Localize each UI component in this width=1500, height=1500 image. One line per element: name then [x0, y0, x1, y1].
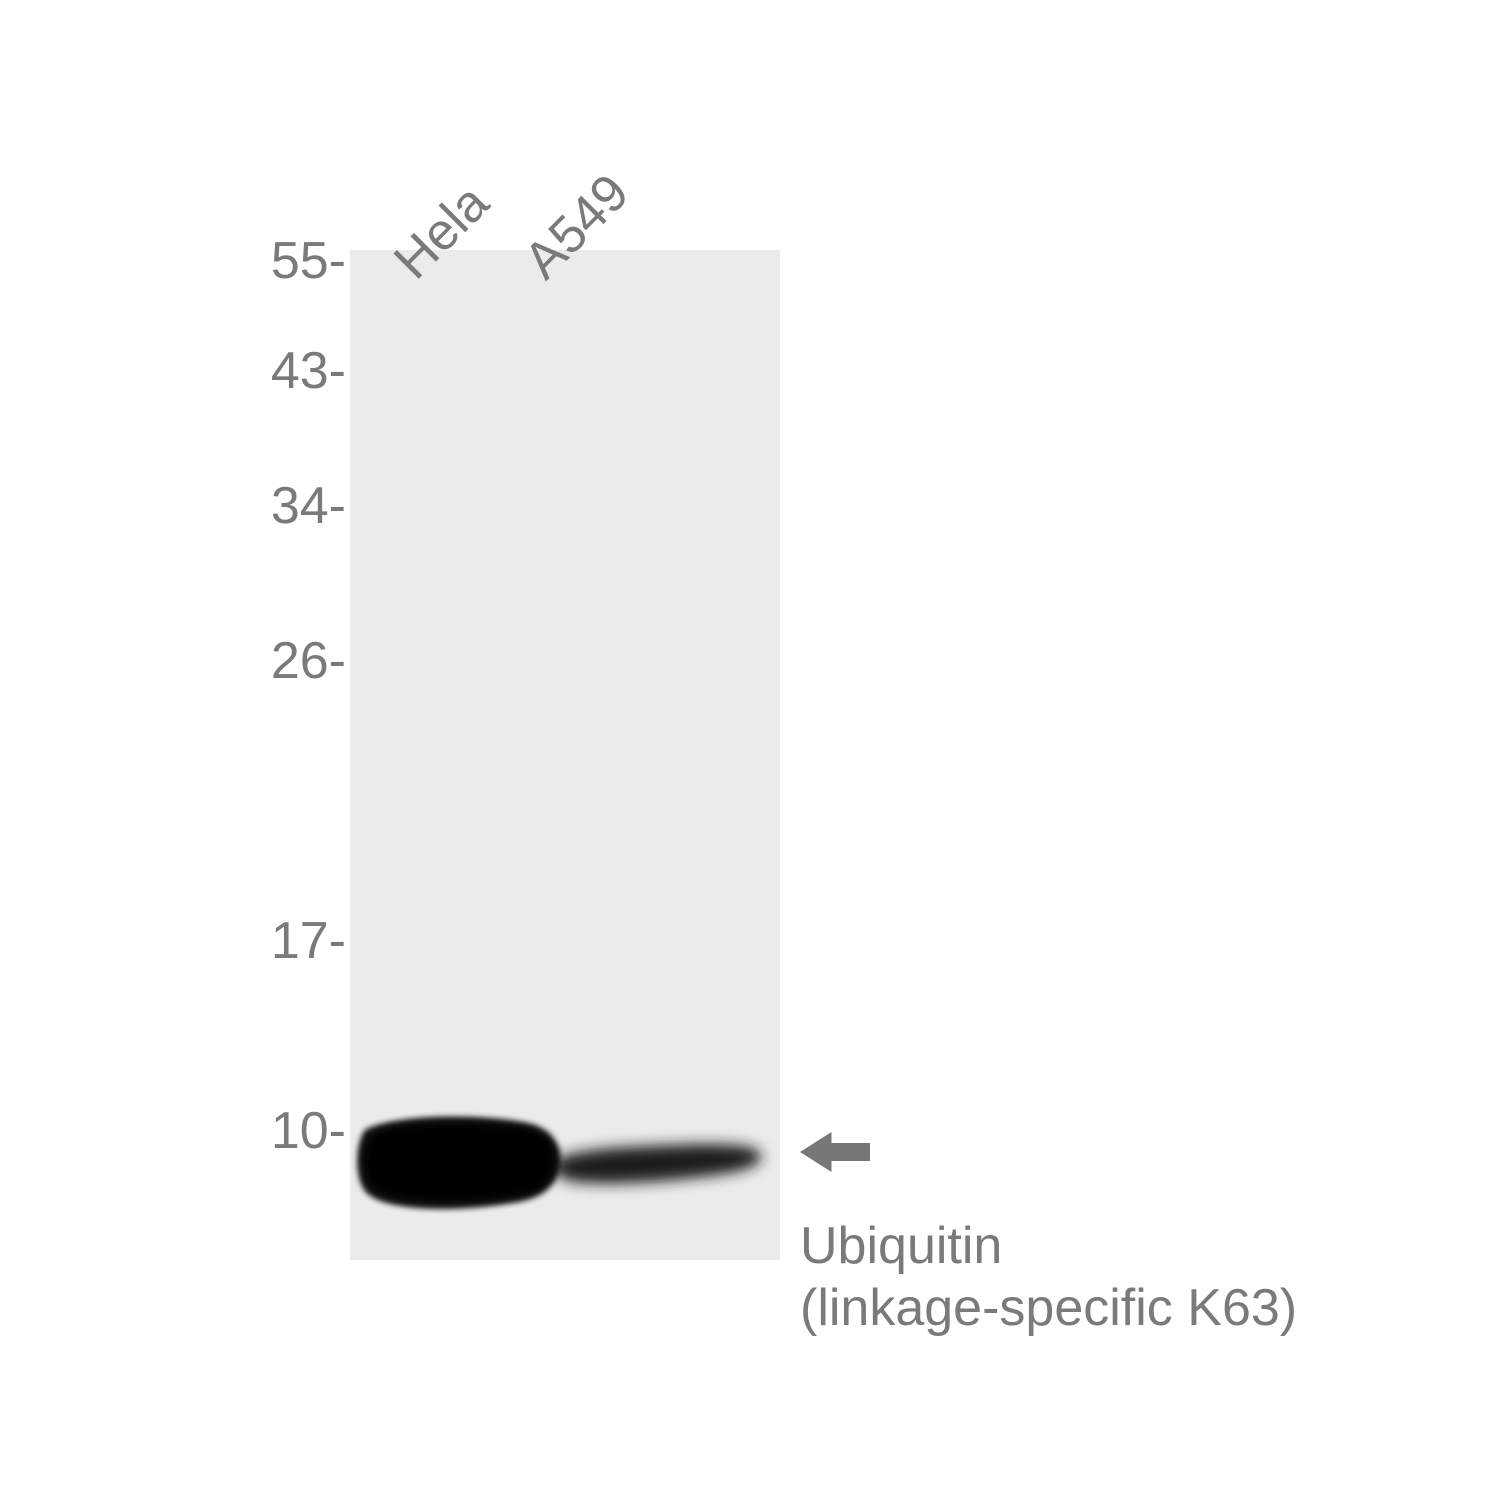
mw-marker: 34-	[271, 476, 346, 536]
target-line1: Ubiquitin	[800, 1217, 1002, 1275]
target-arrow-icon	[800, 1132, 870, 1172]
target-line2: (linkage-specific K63)	[800, 1279, 1297, 1337]
protein-bands	[355, 1115, 775, 1235]
blot-membrane	[350, 250, 780, 1260]
mw-marker: 10-	[271, 1101, 346, 1161]
target-protein-label: Ubiquitin (linkage-specific K63)	[800, 1215, 1297, 1340]
mw-marker: 55-	[271, 231, 346, 291]
mw-marker: 26-	[271, 631, 346, 691]
mw-marker: 43-	[271, 341, 346, 401]
mw-marker: 17-	[271, 911, 346, 971]
